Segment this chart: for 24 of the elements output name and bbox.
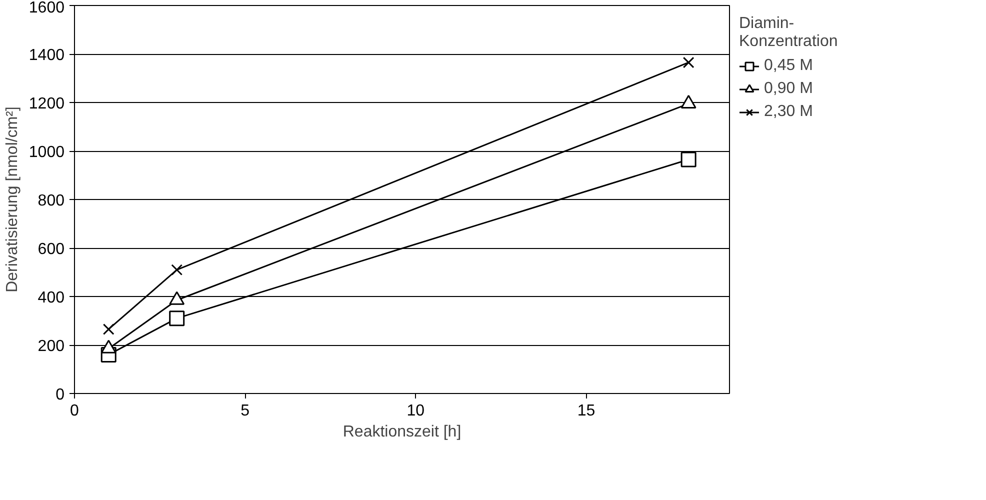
point: [102, 324, 114, 335]
legend-title: Diamin- Konzentration: [739, 15, 838, 51]
y-tick-label: 1600: [28, 0, 65, 16]
y-tick-label: 400: [38, 290, 65, 306]
y-tick-label: 0: [56, 386, 65, 404]
legend-label: 2,30 M: [764, 103, 813, 121]
point: [169, 310, 185, 326]
point: [171, 264, 183, 276]
x-tick-label: 5: [240, 402, 250, 420]
legend-label: 0,90 M: [764, 80, 813, 98]
x-tick-label: 10: [406, 402, 425, 420]
y-axis-title: Derivatisierung [nmol/cm²]: [4, 106, 21, 292]
point: [680, 152, 696, 168]
x-axis-title: Reaktionszeit [h]: [342, 424, 462, 440]
y-tick-label: 800: [38, 192, 65, 210]
y-tick-label: 200: [38, 338, 65, 355]
y-tick-label: 600: [38, 241, 65, 258]
y-tick-label: 1400: [28, 47, 65, 64]
x-tick-label: 15: [577, 402, 596, 420]
legend-label: 0,45 M: [764, 57, 813, 75]
y-tick-label: 1000: [28, 144, 65, 161]
y-tick-label: 1200: [28, 96, 65, 112]
x-tick-label: 0: [70, 402, 80, 420]
point: [682, 56, 694, 68]
